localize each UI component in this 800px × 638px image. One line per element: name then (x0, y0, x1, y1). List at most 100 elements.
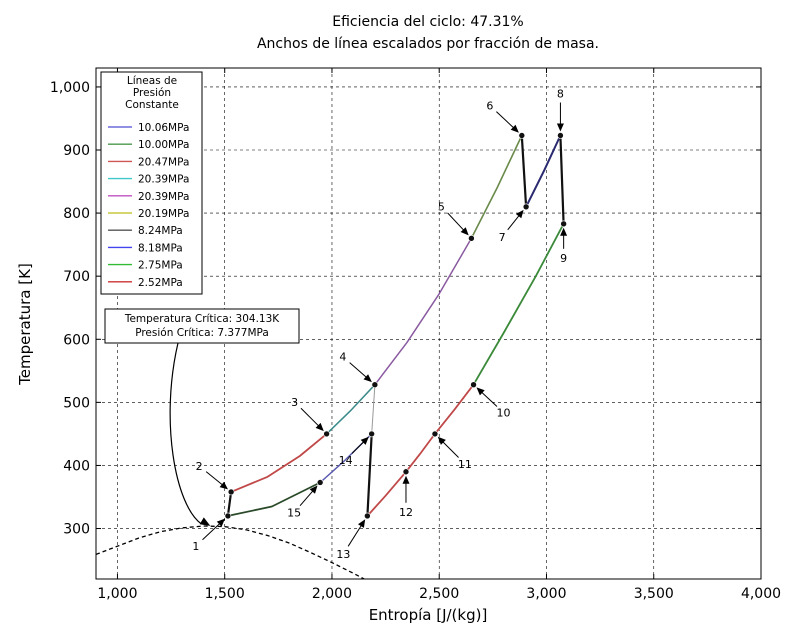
state-arrowhead-9 (560, 227, 568, 236)
state-label-12: 12 (399, 506, 413, 519)
state-arrow-15 (299, 489, 314, 507)
state-arrowhead-13 (358, 519, 366, 528)
x-tick-label: 4,000 (741, 586, 781, 602)
state-arrowhead-8 (556, 123, 564, 132)
cycle-segment-3-4 (325, 383, 376, 435)
legend-label-5: 20.19MPa (138, 208, 189, 220)
state-point-14 (368, 430, 375, 438)
legend-title-line: Líneas de (127, 75, 177, 87)
critical-temperature-text: Temperatura Crítica: 304.13K (124, 313, 280, 325)
cycle-segment-5-6 (470, 134, 523, 240)
x-tick-label: 2,000 (312, 586, 352, 602)
cycle-segment-7-8 (525, 134, 562, 208)
state-point-15 (316, 479, 324, 486)
state-arrow-14 (351, 440, 365, 454)
cycle-segment-4-5 (374, 237, 473, 386)
cycle-segment-9-10 (472, 222, 565, 386)
state-arrowhead-3 (315, 422, 324, 432)
state-points (224, 132, 567, 520)
state-arrowhead-2 (219, 481, 228, 490)
y-tick-label: 500 (63, 395, 90, 411)
state-label-9: 9 (560, 252, 567, 265)
cycle-segment-13-14 (366, 432, 373, 518)
x-tick-label: 1,000 (97, 586, 137, 602)
y-tick-label: 800 (63, 206, 90, 222)
cycle-segment-4-14 (371, 384, 376, 435)
critical-point-box (104, 308, 300, 344)
state-point-13 (364, 512, 371, 520)
legend-label-8: 2.75MPa (138, 260, 183, 272)
cycle-segment-1-2 (226, 490, 233, 518)
state-point-9 (560, 220, 567, 228)
state-label-6: 6 (486, 100, 493, 113)
state-point-2 (227, 488, 235, 496)
x-tick-label: 3,500 (634, 586, 674, 602)
state-arrowhead-5 (460, 227, 469, 236)
legend-label-3: 20.39MPa (138, 174, 189, 186)
legend-entries: 10.06MPa 10.00MPa 20.47MPa 20.39MPa 20.39MPa… (108, 122, 189, 289)
state-point-5 (468, 235, 475, 242)
state-point-7 (522, 203, 530, 211)
state-arrowhead-14 (360, 436, 369, 445)
cycle-segment-2-3 (230, 432, 328, 493)
cycle-segment-8-9 (559, 134, 565, 225)
state-arrowhead-15 (309, 485, 318, 494)
critical-point-arrowhead (199, 517, 211, 526)
critical-point-annotation: Temperatura Crítica: 304.13K Presión Crí… (104, 308, 300, 526)
chart-subtitle: Anchos de línea escalados por fracción d… (257, 36, 599, 52)
chart-title: Eficiencia del ciclo: 47.31% (332, 14, 523, 30)
cycle-segment-15-1 (226, 481, 322, 517)
critical-pressure-text: Presión Crítica: 7.377MPa (135, 327, 269, 339)
x-tick-label: 3,000 (526, 586, 566, 602)
state-arrowhead-12 (402, 475, 410, 484)
state-arrow-3 (300, 407, 320, 428)
x-tick-label: 1,500 (205, 586, 245, 602)
legend-label-6: 8.24MPa (138, 225, 183, 237)
state-arrow-11 (441, 440, 459, 458)
state-label-14: 14 (339, 454, 353, 467)
legend-label-4: 20.39MPa (138, 191, 189, 203)
state-label-4: 4 (339, 351, 346, 364)
axis-ticks: 1,000 1,500 2,000 2,500 3,000 3,500 4,000 300 40… (50, 68, 781, 602)
state-arrowhead-4 (363, 374, 372, 383)
legend-label-0: 10.06MPa (138, 122, 189, 134)
y-tick-label: 700 (63, 269, 90, 285)
legend-label-2: 20.47MPa (138, 156, 189, 168)
cycle-segment-10-11 (433, 383, 475, 435)
state-label-8: 8 (557, 88, 564, 101)
state-label-7: 7 (499, 231, 506, 244)
state-point-1 (224, 512, 232, 520)
y-axis-label: Temperatura [K] (16, 263, 34, 386)
state-arrowhead-1 (216, 518, 225, 527)
y-tick-label: 300 (63, 522, 90, 538)
state-label-1: 1 (192, 540, 199, 553)
critical-point-arrow (169, 342, 202, 525)
saturation-dome (96, 525, 365, 579)
state-arrowhead-10 (476, 387, 485, 396)
x-tick-label: 2,500 (419, 586, 459, 602)
state-point-12 (402, 468, 410, 476)
legend-label-7: 8.18MPa (138, 242, 183, 254)
state-arrowhead-7 (515, 209, 524, 219)
state-arrow-5 (447, 212, 465, 232)
y-tick-label: 900 (63, 143, 90, 159)
state-label-10: 10 (497, 407, 511, 420)
state-arrowhead-11 (437, 436, 446, 445)
y-tick-label: 1,000 (50, 80, 90, 96)
cycle-segment-11-12 (405, 432, 436, 473)
state-arrow-6 (496, 111, 515, 130)
state-label-2: 2 (196, 460, 203, 473)
legend-title-line: Presión (133, 87, 171, 99)
state-label-13: 13 (336, 548, 350, 561)
state-point-8 (557, 132, 564, 139)
state-arrow-1 (202, 522, 221, 541)
legend-label-9: 2.52MPa (138, 277, 183, 289)
state-arrow-4 (349, 362, 368, 379)
legend-title-line: Constante (125, 99, 179, 111)
state-point-6 (518, 132, 526, 139)
y-tick-label: 400 (63, 458, 90, 474)
state-point-10 (470, 381, 477, 388)
state-point-4 (371, 381, 379, 388)
